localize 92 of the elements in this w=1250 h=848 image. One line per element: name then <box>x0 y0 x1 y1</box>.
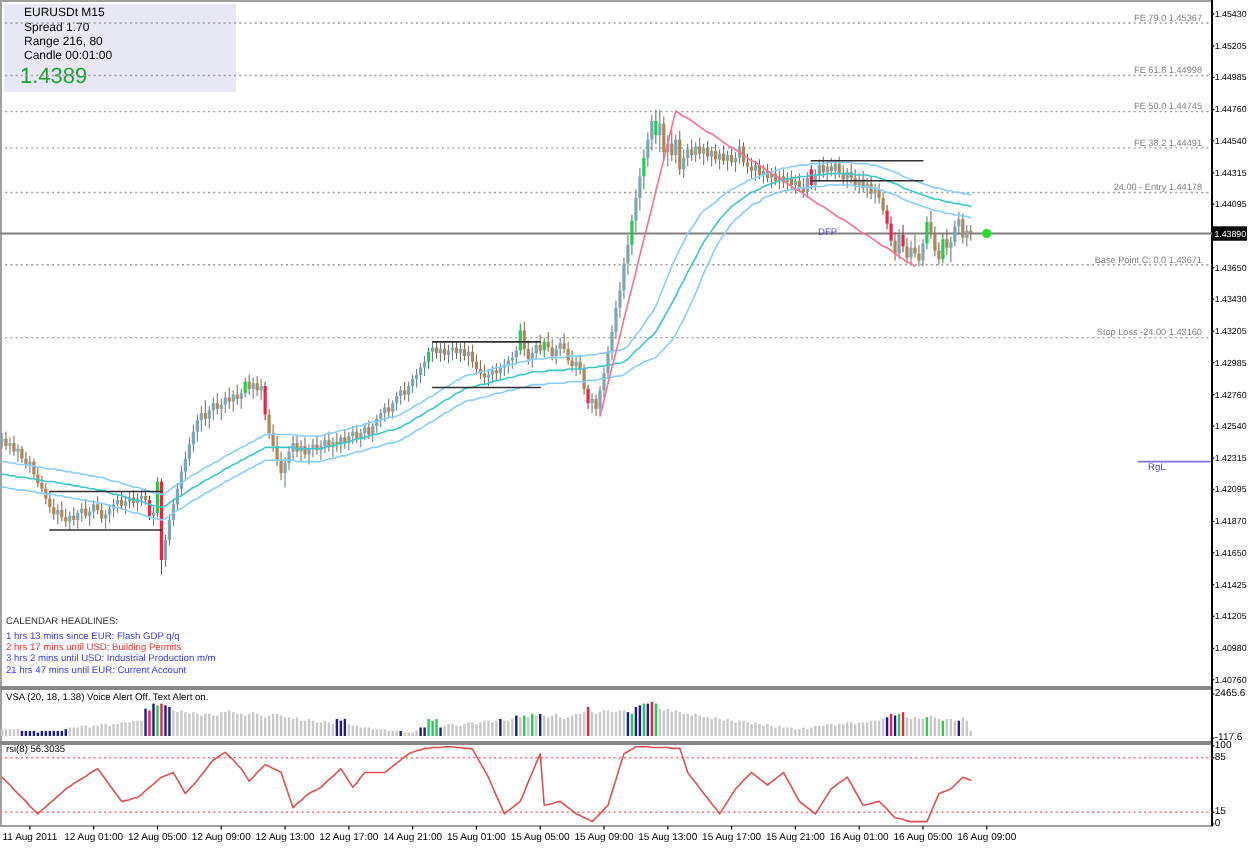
candlestick <box>905 237 909 264</box>
candlestick <box>247 374 251 396</box>
candlestick <box>913 234 917 259</box>
candlestick <box>367 419 371 440</box>
candlestick <box>690 138 694 162</box>
annotation: 1.4389 <box>20 65 88 89</box>
candlestick <box>965 224 969 247</box>
candlestick <box>642 148 646 190</box>
candlestick <box>674 134 678 165</box>
candlestick <box>893 231 897 262</box>
candlestick <box>227 386 231 410</box>
candlestick <box>897 228 901 260</box>
candlestick <box>702 143 706 166</box>
candlestick <box>901 224 905 253</box>
candlestick <box>407 381 411 403</box>
candlestick <box>574 355 578 377</box>
candlestick <box>16 444 20 463</box>
candlestick <box>387 398 391 418</box>
candlestick <box>379 408 383 428</box>
candlestick <box>442 341 447 361</box>
candlestick <box>419 362 423 384</box>
candlestick <box>462 341 467 361</box>
candlestick <box>630 214 634 256</box>
candlestick <box>446 344 451 364</box>
candlestick <box>231 389 235 413</box>
candlestick <box>243 377 247 398</box>
candlestick <box>96 495 100 515</box>
candlestick <box>710 146 714 168</box>
candlestick <box>60 501 64 522</box>
candlestick <box>391 399 395 420</box>
candlestick <box>873 183 877 205</box>
candlestick <box>8 436 12 455</box>
candlestick <box>100 502 104 524</box>
candlestick <box>482 364 486 386</box>
candlestick <box>423 355 427 377</box>
candlestick <box>961 213 965 244</box>
candlestick <box>383 402 387 423</box>
candlestick <box>833 158 837 180</box>
candlestick <box>698 137 702 160</box>
candlestick <box>594 394 598 417</box>
candlestick <box>590 392 594 414</box>
candlestick <box>251 377 255 400</box>
candlestick <box>92 499 96 520</box>
candlestick <box>941 233 945 264</box>
candlestick <box>582 364 586 396</box>
candlestick <box>570 349 574 373</box>
candlestick <box>662 116 666 162</box>
candlestick <box>558 337 562 357</box>
candlestick <box>4 431 8 451</box>
candlestick <box>925 215 929 250</box>
candlestick <box>821 156 825 179</box>
candlestick <box>881 191 885 216</box>
candlestick <box>546 331 550 353</box>
candlestick <box>203 399 207 427</box>
candlestick <box>104 509 108 530</box>
candlestick <box>670 128 674 162</box>
candlestick <box>554 344 558 366</box>
candlestick <box>223 391 227 414</box>
candlestick <box>514 345 518 366</box>
candlestick <box>426 347 431 370</box>
candlestick <box>678 130 682 176</box>
line-series <box>1 745 972 823</box>
candlestick <box>403 381 407 401</box>
candlestick <box>726 150 730 172</box>
candlestick <box>255 375 259 397</box>
candlestick <box>120 491 124 511</box>
candlestick <box>706 140 710 162</box>
candlestick <box>411 374 415 394</box>
candlestick <box>211 396 215 421</box>
candlestick <box>151 506 156 527</box>
candlestick <box>323 434 327 454</box>
candlestick <box>24 451 28 470</box>
candlestick <box>207 405 211 430</box>
candlestick <box>395 391 399 411</box>
candlestick <box>945 228 949 256</box>
candlestick <box>909 240 913 266</box>
line-series <box>599 110 916 417</box>
candlestick <box>470 344 475 369</box>
candlestick <box>921 238 925 267</box>
candlestick <box>263 381 267 421</box>
candlestick <box>52 498 56 521</box>
candlestick <box>0 432 4 450</box>
candlestick <box>399 385 403 406</box>
candlestick <box>722 144 726 166</box>
candlestick <box>682 148 686 179</box>
candlestick <box>586 384 590 410</box>
candlestick <box>76 509 80 530</box>
candlestick <box>239 388 243 410</box>
candlestick <box>215 392 219 416</box>
candlestick <box>654 108 658 145</box>
candlestick <box>658 108 662 153</box>
candlestick <box>12 435 16 457</box>
